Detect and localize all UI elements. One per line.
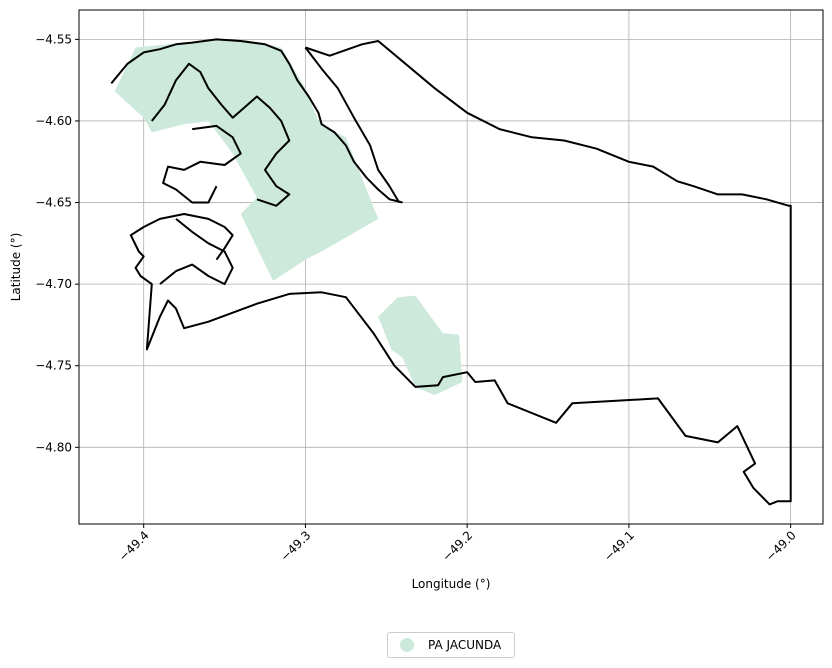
y-tick-label: −4.55 bbox=[35, 32, 72, 46]
boundary-line bbox=[304, 46, 401, 204]
y-axis-label: Latitude (°) bbox=[9, 233, 23, 302]
x-tick-label: −49.4 bbox=[116, 528, 152, 564]
boundary-line bbox=[110, 38, 403, 204]
settlement-area-polygon bbox=[378, 295, 463, 396]
boundary-line bbox=[162, 124, 242, 204]
y-tick-label: −4.80 bbox=[35, 440, 72, 454]
boundary-layer bbox=[110, 38, 792, 506]
settlement-area-layer bbox=[111, 39, 463, 396]
x-tick-label: −49.1 bbox=[601, 528, 637, 564]
plot-frame bbox=[78, 9, 824, 525]
x-axis-ticks: −49.4 −49.3 −49.2 −49.1 −49.0 bbox=[116, 524, 799, 564]
y-axis-ticks: −4.55 −4.60 −4.65 −4.70 −4.75 −4.80 bbox=[35, 32, 79, 454]
y-tick-label: −4.60 bbox=[35, 114, 72, 128]
legend-label: PA JACUNDA bbox=[428, 638, 502, 652]
x-tick-label: −49.3 bbox=[278, 528, 314, 564]
settlement-area-polygon bbox=[111, 39, 379, 281]
boundary-line bbox=[159, 218, 234, 286]
y-tick-label: −4.65 bbox=[35, 196, 72, 210]
x-tick-label: −49.2 bbox=[439, 528, 475, 564]
x-tick-label: −49.0 bbox=[763, 528, 799, 564]
x-axis-label: Longitude (°) bbox=[412, 577, 491, 591]
legend-marker-icon bbox=[400, 638, 414, 652]
y-tick-label: −4.70 bbox=[35, 277, 72, 291]
legend: PA JACUNDA bbox=[387, 632, 515, 658]
boundary-line bbox=[129, 40, 792, 506]
boundary-line bbox=[151, 62, 291, 207]
y-tick-label: −4.75 bbox=[35, 359, 72, 373]
